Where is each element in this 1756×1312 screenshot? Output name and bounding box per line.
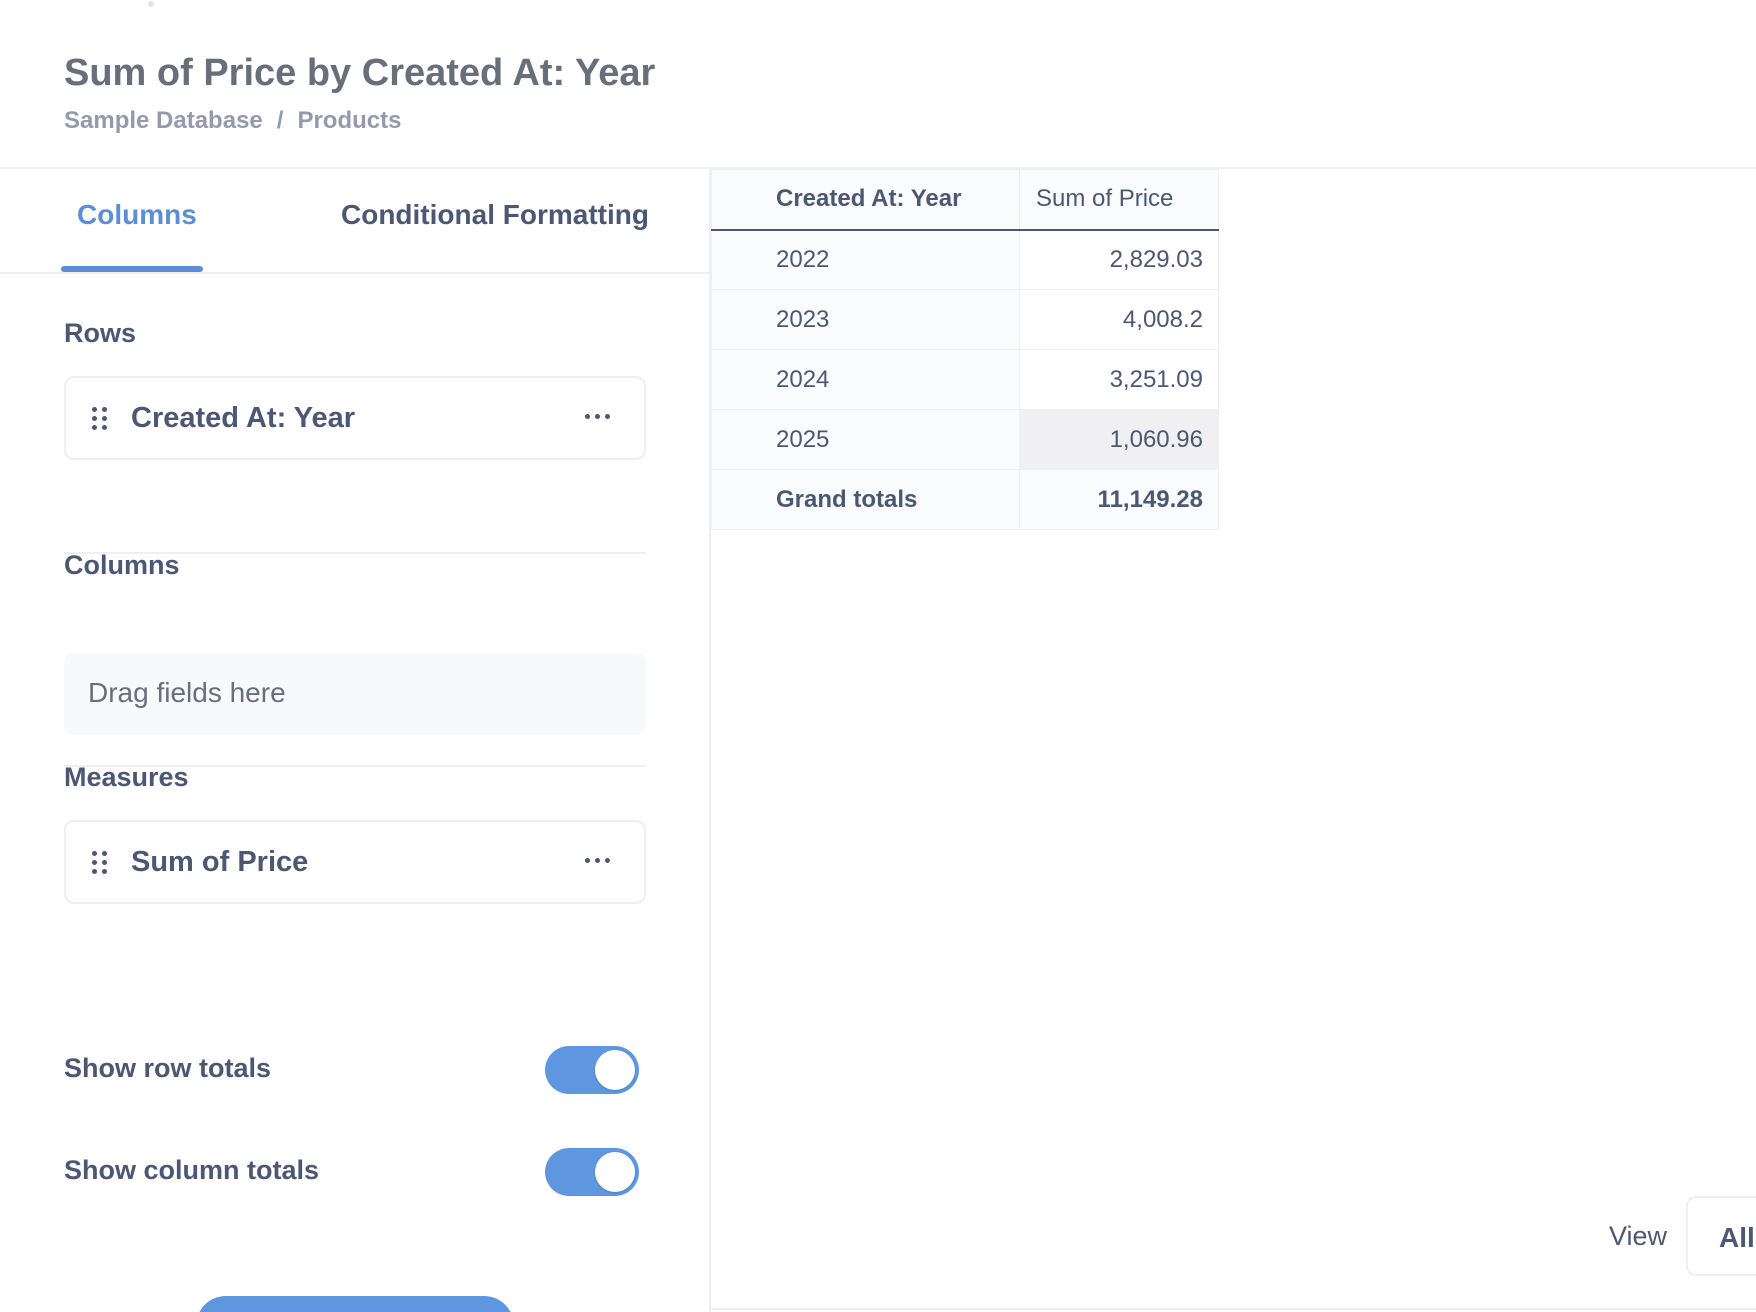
view-select[interactable]: All <box>1686 1196 1756 1276</box>
toggle-knob <box>595 1152 635 1192</box>
column-header-created-at-year[interactable]: Created At: Year <box>711 169 1020 231</box>
table-row: 2024 3,251.09 <box>711 349 1219 410</box>
row-header-cell: 2024 <box>711 349 1020 410</box>
columns-section-label: Columns <box>64 550 180 580</box>
pivot-table: Created At: Year Sum of Price 2022 2,829… <box>711 169 1219 530</box>
drag-handle-icon[interactable] <box>92 851 107 874</box>
row-header-cell: 2023 <box>711 289 1020 350</box>
settings-sidebar: Columns Conditional Formatting Rows Crea… <box>0 169 711 1312</box>
section-divider <box>64 552 646 554</box>
rows-field-label: Created At: Year <box>131 402 356 434</box>
measures-field-label: Sum of Price <box>131 846 309 878</box>
tab-columns[interactable]: Columns <box>77 199 197 230</box>
table-row: 2022 2,829.03 <box>711 229 1219 290</box>
grand-totals-value: 11,149.28 <box>1019 469 1219 530</box>
value-cell: 2,829.03 <box>1019 229 1219 290</box>
settings-tabs: Columns Conditional Formatting <box>0 169 709 274</box>
value-cell: 4,008.2 <box>1019 289 1219 350</box>
table-header-row: Created At: Year Sum of Price <box>711 169 1219 231</box>
active-tab-indicator <box>61 266 203 272</box>
breadcrumb-table[interactable]: Products <box>297 107 402 134</box>
grand-totals-row: Grand totals 11,149.28 <box>711 469 1219 530</box>
breadcrumb: Sample Database / Products <box>64 107 401 135</box>
page-header: Sum of Price by Created At: Year Sample … <box>0 0 1756 169</box>
table-row: 2023 4,008.2 <box>711 289 1219 350</box>
more-options-icon[interactable] <box>585 858 610 863</box>
column-header-sum-of-price[interactable]: Sum of Price <box>1019 169 1219 231</box>
rows-section-label: Rows <box>64 318 137 348</box>
drop-zone-placeholder: Drag fields here <box>88 677 286 708</box>
section-divider <box>64 765 646 767</box>
decorative-dot <box>148 1 154 7</box>
toggle-knob <box>595 1050 635 1090</box>
show-row-totals-label: Show row totals <box>64 1053 272 1083</box>
show-row-totals-toggle[interactable] <box>545 1046 639 1094</box>
measures-section-label: Measures <box>64 762 189 792</box>
measures-field-card[interactable]: Sum of Price <box>64 820 646 904</box>
table-row: 2025 1,060.96 <box>711 409 1219 470</box>
page-title: Sum of Price by Created At: Year <box>64 52 656 94</box>
done-button[interactable] <box>196 1296 514 1312</box>
tab-conditional-formatting[interactable]: Conditional Formatting <box>341 199 649 230</box>
value-cell: 3,251.09 <box>1019 349 1219 410</box>
show-column-totals-label: Show column totals <box>64 1155 320 1185</box>
row-header-cell: 2025 <box>711 409 1020 470</box>
value-cell: 1,060.96 <box>1019 409 1219 470</box>
more-options-icon[interactable] <box>585 414 610 419</box>
columns-drop-zone[interactable]: Drag fields here <box>64 653 646 735</box>
row-header-cell: 2022 <box>711 229 1020 290</box>
breadcrumb-database[interactable]: Sample Database <box>64 107 263 134</box>
show-column-totals-toggle[interactable] <box>545 1148 639 1196</box>
grand-totals-label: Grand totals <box>711 469 1020 530</box>
view-select-value: All <box>1719 1222 1755 1253</box>
rows-field-card[interactable]: Created At: Year <box>64 376 646 460</box>
view-label: View <box>1609 1221 1668 1251</box>
breadcrumb-separator: / <box>276 107 284 134</box>
drag-handle-icon[interactable] <box>92 407 107 430</box>
footer-divider <box>711 1308 1756 1310</box>
